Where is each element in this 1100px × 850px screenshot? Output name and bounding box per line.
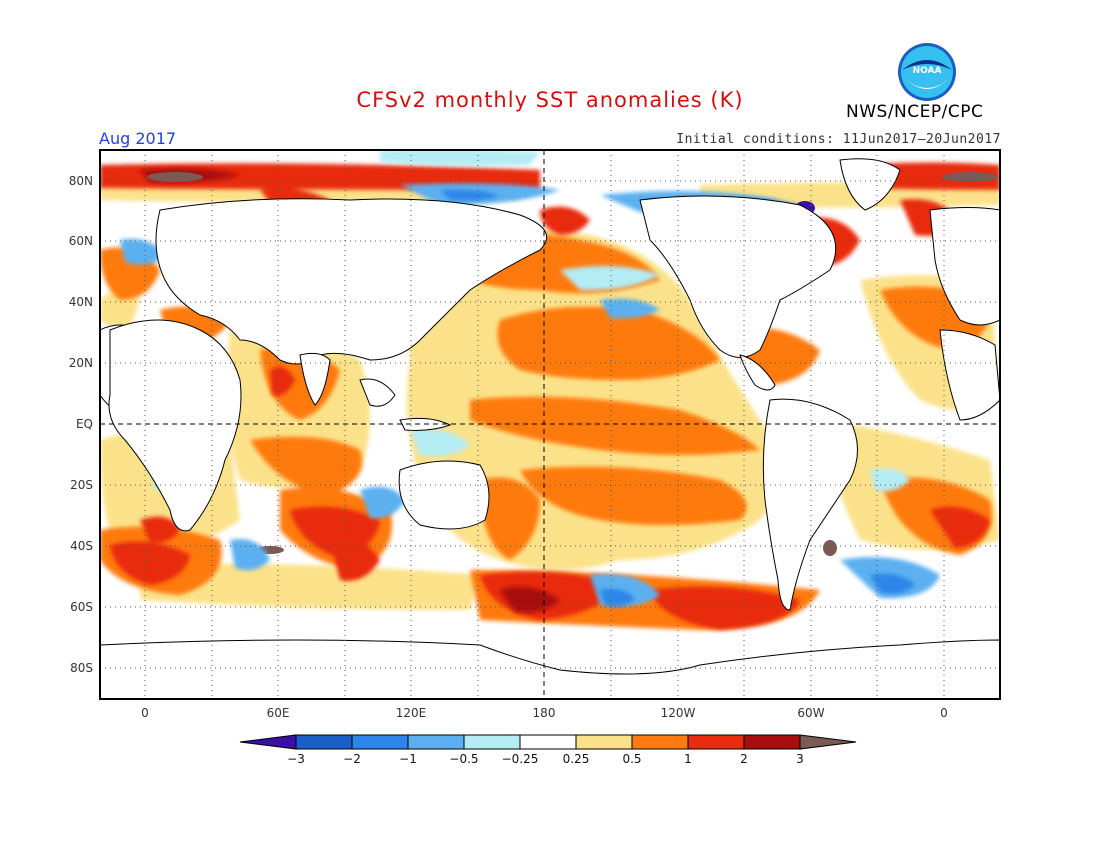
colorbar-swatch: [631, 734, 689, 750]
colorbar-label: −0.5: [449, 752, 478, 766]
colorbar-swatch: [351, 734, 409, 750]
lat-label: 60S: [70, 600, 93, 614]
lon-label: 180: [533, 706, 556, 720]
map-title: CFSv2 monthly SST anomalies (K): [356, 88, 744, 112]
graticule: [100, 150, 1000, 699]
colorbar-label: −1: [399, 752, 417, 766]
lat-label: 80N: [69, 174, 93, 188]
lon-label: 0: [141, 706, 149, 720]
lon-label: 60E: [267, 706, 290, 720]
colorbar-swatch: [519, 734, 577, 750]
lon-axis: 0 60E 120E 180 120W 60W 0: [141, 706, 948, 720]
colorbar-swatch: [295, 734, 353, 750]
colorbar-swatch: [687, 734, 745, 750]
lat-label: 20N: [69, 356, 93, 370]
colorbar-label: −3: [287, 752, 305, 766]
colorbar-label: −2: [343, 752, 361, 766]
lat-label: 40N: [69, 295, 93, 309]
valid-month-label: Aug 2017: [99, 129, 177, 148]
colorbar-label: −0.25: [502, 752, 539, 766]
colorbar-swatch: [407, 734, 465, 750]
lat-axis: 80N 60N 40N 20N EQ 20S 40S 60S 80S: [69, 174, 93, 675]
initial-conditions-label: Initial conditions: 11Jun2017–20Jun2017: [676, 132, 1001, 147]
colorbar-label: 0.25: [563, 752, 590, 766]
lon-label: 0: [940, 706, 948, 720]
lat-label: 40S: [70, 539, 93, 553]
colorbar-label: 1: [684, 752, 692, 766]
colorbar-swatch: [799, 734, 857, 750]
lat-label: 60N: [69, 234, 93, 248]
anomaly-field: [100, 150, 1000, 699]
lat-label: EQ: [76, 417, 93, 431]
colorbar-swatch: [463, 734, 521, 750]
colorbar-swatch: [239, 734, 297, 750]
continents: [100, 158, 1000, 699]
lon-label: 120E: [396, 706, 427, 720]
colorbar-label: 0.5: [622, 752, 641, 766]
lon-label: 120W: [661, 706, 696, 720]
colorbar-label: 2: [740, 752, 748, 766]
colorbar-swatch: [575, 734, 633, 750]
logo-text: NOAA: [913, 66, 942, 76]
colorbar-swatch: [743, 734, 801, 750]
colorbar: −3 −2 −1 −0.5 −0.25 0.25 0.5 1 2 3: [239, 734, 857, 766]
lat-label: 80S: [70, 661, 93, 675]
agency-label: NWS/NCEP/CPC: [846, 102, 984, 122]
lat-label: 20S: [70, 478, 93, 492]
noaa-logo-icon: NOAA: [898, 43, 956, 101]
lon-label: 60W: [797, 706, 824, 720]
colorbar-label: 3: [796, 752, 804, 766]
map-frame: [99, 149, 1001, 700]
